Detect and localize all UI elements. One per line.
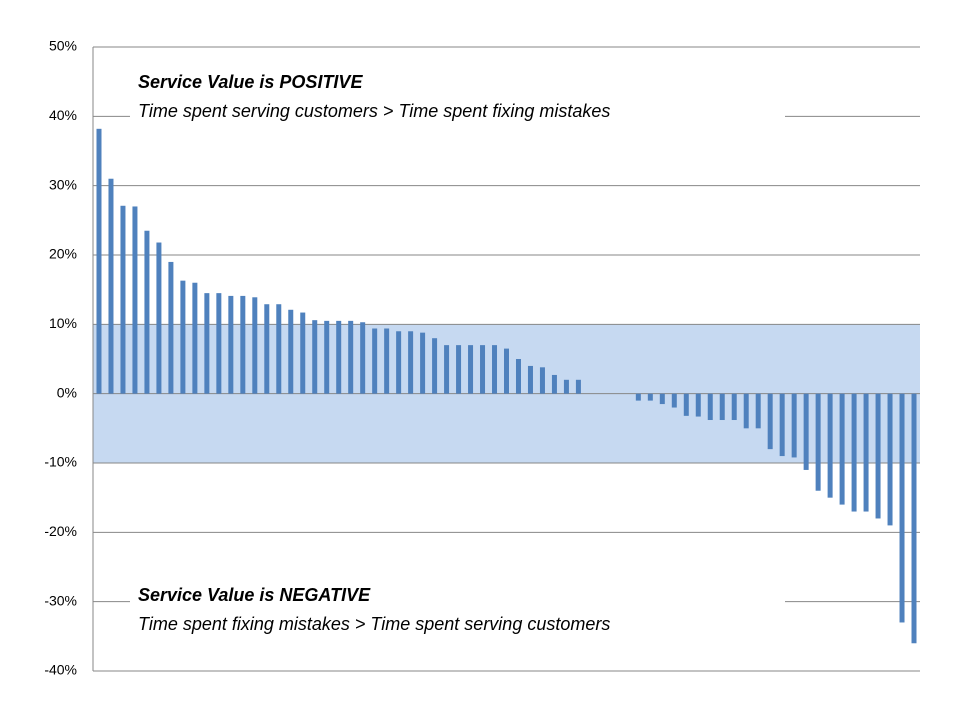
bar bbox=[779, 393, 785, 457]
bar bbox=[228, 295, 234, 394]
y-tick-label: 10% bbox=[49, 315, 77, 331]
y-tick-label: 20% bbox=[49, 246, 77, 262]
bar bbox=[767, 393, 773, 450]
bar bbox=[96, 128, 102, 394]
y-tick-label: 0% bbox=[57, 384, 77, 400]
y-tick-label: 40% bbox=[49, 107, 77, 123]
bar bbox=[731, 393, 737, 421]
bar bbox=[515, 359, 521, 394]
bar bbox=[288, 309, 294, 394]
bar bbox=[360, 322, 366, 394]
bar bbox=[791, 393, 797, 458]
bar bbox=[671, 393, 677, 408]
bar bbox=[240, 295, 246, 394]
bar bbox=[108, 178, 114, 394]
bar bbox=[348, 320, 354, 394]
y-tick-label: 30% bbox=[49, 176, 77, 192]
annotation-title: Service Value is POSITIVE bbox=[138, 72, 363, 92]
bar bbox=[803, 393, 809, 470]
bar bbox=[575, 379, 581, 394]
bar bbox=[372, 328, 378, 394]
bar bbox=[216, 293, 222, 394]
annotation-box bbox=[130, 580, 785, 640]
bar bbox=[839, 393, 845, 505]
bar bbox=[264, 304, 270, 394]
bar bbox=[563, 379, 569, 394]
bar bbox=[336, 320, 342, 394]
bar bbox=[312, 320, 318, 394]
bar bbox=[120, 205, 126, 394]
bar bbox=[384, 328, 390, 394]
bar bbox=[456, 345, 462, 394]
bar bbox=[899, 393, 905, 623]
annotation-box bbox=[130, 67, 785, 127]
bar bbox=[204, 293, 210, 394]
bar bbox=[132, 206, 138, 394]
bar bbox=[480, 345, 486, 394]
bar bbox=[695, 393, 701, 417]
bar bbox=[408, 331, 414, 394]
bar bbox=[863, 393, 869, 512]
bar bbox=[647, 393, 653, 401]
bar bbox=[144, 230, 150, 394]
bar bbox=[875, 393, 881, 519]
bar bbox=[551, 374, 557, 394]
bar bbox=[432, 338, 438, 394]
bar bbox=[396, 331, 402, 394]
y-tick-label: -10% bbox=[44, 454, 77, 470]
bar bbox=[527, 365, 533, 394]
bar bbox=[276, 304, 282, 394]
bar bbox=[635, 393, 641, 401]
bar bbox=[887, 393, 893, 526]
bar bbox=[444, 345, 450, 394]
bar bbox=[911, 393, 917, 644]
bar bbox=[156, 242, 162, 394]
bar bbox=[420, 332, 426, 394]
bar bbox=[324, 320, 330, 394]
bar bbox=[180, 280, 186, 394]
bar bbox=[252, 297, 258, 394]
y-tick-label: -30% bbox=[44, 592, 77, 608]
bar bbox=[539, 367, 545, 394]
y-tick-label: -20% bbox=[44, 523, 77, 539]
bar bbox=[659, 393, 665, 405]
bar bbox=[851, 393, 857, 512]
y-tick-label: 50% bbox=[49, 38, 77, 54]
bar bbox=[683, 393, 689, 416]
bar bbox=[815, 393, 821, 491]
annotation-text: Time spent serving customers > Time spen… bbox=[138, 101, 610, 121]
y-tick-label: -40% bbox=[44, 662, 77, 678]
bar bbox=[504, 348, 509, 394]
bar bbox=[827, 393, 833, 498]
bar bbox=[719, 393, 725, 421]
annotation-title: Service Value is NEGATIVE bbox=[138, 585, 371, 605]
bar bbox=[168, 261, 174, 394]
bar bbox=[300, 312, 306, 394]
bar bbox=[755, 393, 761, 429]
bar bbox=[468, 345, 474, 394]
bar bbox=[492, 345, 498, 394]
bar bbox=[743, 393, 749, 429]
bar bbox=[192, 282, 198, 394]
annotation-text: Time spent fixing mistakes > Time spent … bbox=[138, 614, 610, 634]
bar bbox=[707, 393, 713, 421]
